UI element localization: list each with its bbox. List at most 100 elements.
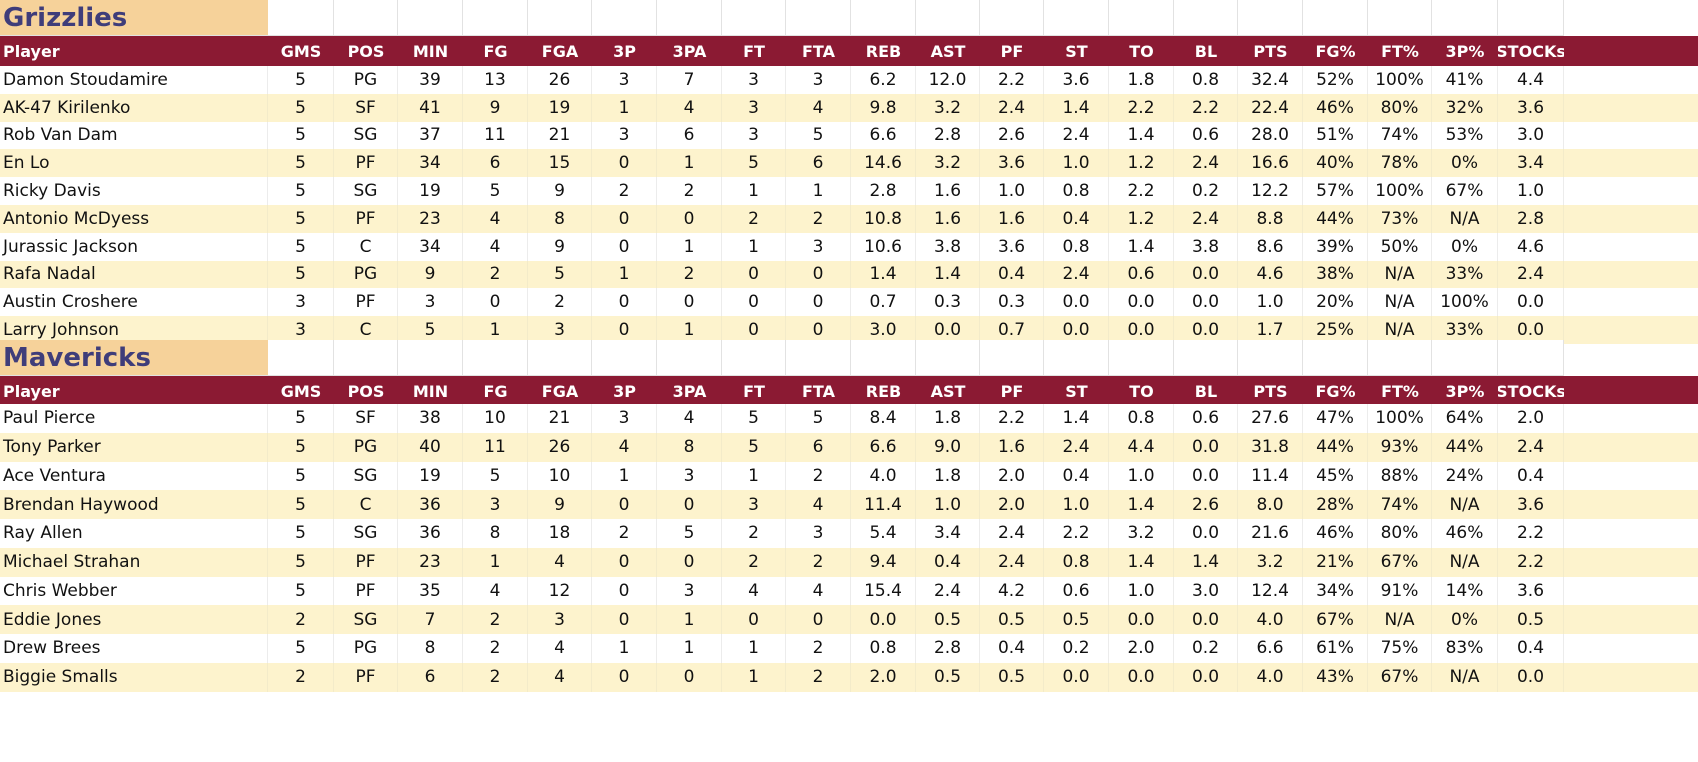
cell-3p-pct[interactable]: 44% [1432, 432, 1498, 462]
cell-pos[interactable]: PF [334, 205, 398, 233]
cell-3p-pct[interactable]: 64% [1432, 404, 1498, 433]
cell-ft[interactable]: 2 [722, 519, 786, 548]
cell-stocks[interactable]: 2.4 [1498, 432, 1564, 462]
cell-stocks[interactable]: 2.4 [1498, 260, 1564, 289]
cell-fga[interactable]: 8 [528, 205, 592, 233]
cell-ft-pct[interactable]: 93% [1368, 432, 1432, 462]
cell-fga[interactable]: 4 [528, 547, 592, 577]
cell-pts[interactable]: 22.4 [1238, 93, 1303, 122]
cell-ft[interactable]: 0 [722, 605, 786, 634]
column-header-fta[interactable]: FTA [802, 41, 835, 61]
empty-cell[interactable] [334, 0, 398, 36]
cell-gms[interactable]: 5 [268, 149, 334, 178]
cell-min[interactable]: 23 [398, 547, 463, 577]
empty-cell[interactable] [1368, 340, 1432, 376]
cell-pts[interactable]: 4.0 [1238, 662, 1303, 692]
column-header-fg-pct[interactable]: FG% [1315, 41, 1356, 61]
cell-ft-pct[interactable]: N/A [1368, 605, 1432, 634]
empty-cell[interactable] [528, 340, 592, 376]
empty-cell[interactable] [268, 340, 334, 376]
cell-fg[interactable]: 2 [463, 605, 528, 634]
cell-ft-pct[interactable]: N/A [1368, 316, 1432, 344]
cell-3p[interactable]: 1 [592, 461, 657, 491]
cell-fta[interactable]: 5 [786, 404, 851, 433]
cell-pts[interactable]: 31.8 [1238, 432, 1303, 462]
empty-cell[interactable] [1238, 340, 1303, 376]
cell-fg[interactable]: 2 [463, 662, 528, 692]
cell-stocks[interactable]: 2.2 [1498, 547, 1564, 577]
cell-3pa[interactable]: 0 [657, 547, 722, 577]
cell-3p[interactable]: 0 [592, 547, 657, 577]
cell-ft[interactable]: 1 [722, 177, 786, 205]
cell-fta[interactable]: 3 [786, 232, 851, 261]
cell-stocks[interactable]: 0.4 [1498, 461, 1564, 491]
cell-fg-pct[interactable]: 45% [1303, 461, 1368, 491]
cell-ft-pct[interactable]: N/A [1368, 260, 1432, 289]
empty-cell[interactable] [657, 340, 722, 376]
column-header-3pa[interactable]: 3PA [672, 41, 707, 61]
cell-fga[interactable]: 26 [528, 432, 592, 462]
cell-ast[interactable]: 1.8 [916, 404, 980, 433]
cell-gms[interactable]: 5 [268, 404, 334, 433]
cell-gms[interactable]: 5 [268, 634, 334, 663]
cell-gms[interactable]: 5 [268, 205, 334, 233]
cell-fg[interactable]: 8 [463, 519, 528, 548]
column-header-fg[interactable]: FG [483, 41, 508, 61]
column-header-fga[interactable]: FGA [541, 41, 579, 61]
cell-3p-pct[interactable]: N/A [1432, 662, 1498, 692]
cell-3p-pct[interactable]: 53% [1432, 121, 1498, 150]
cell-reb[interactable]: 4.0 [851, 461, 916, 491]
cell-fta[interactable]: 4 [786, 93, 851, 122]
cell-pts[interactable]: 1.7 [1238, 316, 1303, 344]
cell-min[interactable]: 41 [398, 93, 463, 122]
cell-pts[interactable]: 28.0 [1238, 121, 1303, 150]
cell-pf[interactable]: 1.0 [980, 177, 1044, 205]
cell-ft[interactable]: 4 [722, 576, 786, 606]
column-header-ft[interactable]: FT [743, 381, 765, 401]
empty-cell[interactable] [1174, 340, 1238, 376]
team-name-mavericks[interactable]: Mavericks [0, 340, 268, 376]
empty-cell[interactable] [1109, 0, 1174, 36]
cell-bl[interactable]: 3.0 [1174, 576, 1238, 606]
cell-min[interactable]: 37 [398, 121, 463, 150]
cell-pos[interactable]: SG [334, 519, 398, 548]
cell-st[interactable]: 2.4 [1044, 121, 1109, 150]
cell-reb[interactable]: 9.8 [851, 93, 916, 122]
cell-to[interactable]: 3.2 [1109, 519, 1174, 548]
empty-cell[interactable] [1174, 0, 1238, 36]
cell-pos[interactable]: PF [334, 547, 398, 577]
cell-to[interactable]: 2.2 [1109, 177, 1174, 205]
cell-bl[interactable]: 0.0 [1174, 519, 1238, 548]
cell-pos[interactable]: SG [334, 177, 398, 205]
cell-3p-pct[interactable]: 0% [1432, 149, 1498, 178]
cell-player[interactable]: AK-47 Kirilenko [0, 93, 268, 122]
cell-fta[interactable]: 3 [786, 519, 851, 548]
column-header-3p[interactable]: 3P [613, 381, 636, 401]
cell-pf[interactable]: 2.0 [980, 490, 1044, 519]
cell-pts[interactable]: 4.0 [1238, 605, 1303, 634]
empty-cell[interactable] [463, 340, 528, 376]
empty-cell[interactable] [851, 340, 916, 376]
cell-fg[interactable]: 9 [463, 93, 528, 122]
cell-pos[interactable]: SG [334, 461, 398, 491]
cell-ft-pct[interactable]: 100% [1368, 66, 1432, 94]
cell-to[interactable]: 1.2 [1109, 205, 1174, 233]
cell-to[interactable]: 1.8 [1109, 66, 1174, 94]
cell-player[interactable]: Ace Ventura [0, 461, 268, 491]
cell-pos[interactable]: PF [334, 576, 398, 606]
cell-stocks[interactable]: 2.8 [1498, 205, 1564, 233]
cell-gms[interactable]: 3 [268, 316, 334, 344]
cell-pts[interactable]: 8.8 [1238, 205, 1303, 233]
cell-pf[interactable]: 0.5 [980, 605, 1044, 634]
cell-ft[interactable]: 0 [722, 288, 786, 317]
cell-ft-pct[interactable]: 91% [1368, 576, 1432, 606]
empty-cell[interactable] [916, 0, 980, 36]
cell-player[interactable]: Ray Allen [0, 519, 268, 548]
cell-pts[interactable]: 6.6 [1238, 634, 1303, 663]
cell-ft[interactable]: 3 [722, 93, 786, 122]
cell-3pa[interactable]: 2 [657, 177, 722, 205]
cell-fg[interactable]: 2 [463, 634, 528, 663]
cell-player[interactable]: Jurassic Jackson [0, 232, 268, 261]
cell-to[interactable]: 1.4 [1109, 121, 1174, 150]
cell-stocks[interactable]: 4.6 [1498, 232, 1564, 261]
